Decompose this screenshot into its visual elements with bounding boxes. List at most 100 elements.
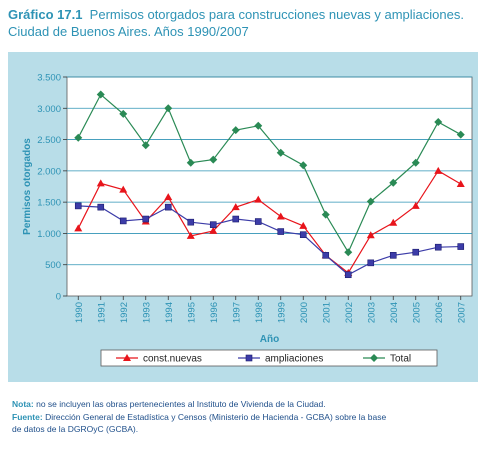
x-tick-label: 1994 xyxy=(164,302,175,323)
data-point-const-nuevas xyxy=(299,221,308,229)
data-point-const-nuevas xyxy=(164,193,173,201)
data-point-total xyxy=(344,248,353,257)
y-axis-label: Permisos otorgados xyxy=(22,138,33,235)
series-line-total xyxy=(77,93,462,254)
chart-title: Gráfico 17.1 Permisos otorgados para con… xyxy=(8,6,492,40)
data-point-total xyxy=(164,104,173,113)
data-point-const-nuevas xyxy=(456,179,465,187)
legend-label: ampliaciones xyxy=(265,354,323,365)
y-tick-label: 3.000 xyxy=(37,104,61,115)
data-point-ampliaciones xyxy=(434,243,442,251)
data-point-total xyxy=(456,130,465,139)
data-point-const-nuevas xyxy=(96,179,105,187)
fuente-line-2: de datos de la DGROyC (GCBA). xyxy=(12,423,492,436)
legend-marker xyxy=(245,354,253,362)
legend-marker xyxy=(123,354,131,361)
chart-title-label: Gráfico 17.1 xyxy=(8,7,83,22)
data-point-const-nuevas xyxy=(411,201,420,209)
data-point-const-nuevas xyxy=(231,203,240,211)
data-point-ampliaciones xyxy=(164,203,172,211)
chart-title-text: Permisos otorgados para construcciones n… xyxy=(89,7,464,22)
data-point-const-nuevas xyxy=(366,231,375,239)
data-point-total xyxy=(209,155,218,164)
data-point-const-nuevas xyxy=(434,166,443,174)
nota-label: Nota: xyxy=(12,399,34,409)
y-tick-label: 1.500 xyxy=(37,198,61,209)
legend-box xyxy=(100,349,438,367)
data-point-total xyxy=(231,126,240,135)
data-point-const-nuevas xyxy=(74,224,83,232)
x-tick-label: 2006 xyxy=(434,302,445,323)
data-point-ampliaciones xyxy=(187,218,195,226)
x-tick-label: 1991 xyxy=(96,302,107,323)
data-point-ampliaciones xyxy=(142,215,150,223)
fuente-label: Fuente: xyxy=(12,411,43,422)
data-point-const-nuevas xyxy=(186,231,195,239)
data-point-ampliaciones xyxy=(232,215,240,223)
y-tick-label: 0 xyxy=(56,292,61,303)
data-point-ampliaciones xyxy=(412,248,420,256)
x-tick-label: 1990 xyxy=(74,302,85,323)
data-point-const-nuevas xyxy=(389,218,398,226)
data-point-total xyxy=(299,161,308,170)
legend-marker xyxy=(370,354,378,362)
x-tick-label: 2001 xyxy=(321,302,332,323)
x-tick-label: 1998 xyxy=(254,302,265,323)
data-point-ampliaciones xyxy=(389,252,397,259)
data-point-ampliaciones xyxy=(299,231,307,238)
x-tick-label: 2003 xyxy=(366,302,377,323)
data-point-ampliaciones xyxy=(277,228,285,235)
x-tick-label: 1993 xyxy=(141,302,152,323)
nota-text: no se incluyen las obras pertenecientes … xyxy=(36,399,326,409)
nota-line: Nota: no se incluyen las obras perteneci… xyxy=(12,398,492,411)
plot-area xyxy=(66,76,473,297)
data-point-ampliaciones xyxy=(254,218,262,225)
x-tick-label: 2007 xyxy=(456,302,467,323)
x-tick-label: 2004 xyxy=(389,302,400,323)
data-point-ampliaciones xyxy=(209,221,217,228)
data-point-const-nuevas xyxy=(276,212,285,220)
y-tick-label: 3.500 xyxy=(37,73,61,84)
x-tick-label: 1997 xyxy=(231,302,242,323)
data-point-ampliaciones xyxy=(367,259,375,267)
line-chart: 0 500 1.000 1.500 2.000 2.500 3.000 3.500 1990 19… xyxy=(22,73,473,367)
data-point-total xyxy=(254,121,263,130)
data-point-const-nuevas xyxy=(254,195,263,203)
y-tick-label: 2.000 xyxy=(37,166,61,177)
legend-label: Total xyxy=(390,354,411,365)
data-point-const-nuevas xyxy=(119,185,128,193)
series-line-ampliaciones xyxy=(78,205,461,276)
data-point-total xyxy=(366,197,375,206)
data-point-ampliaciones xyxy=(74,202,82,210)
series-line-const-nuevas xyxy=(77,170,462,274)
data-point-total xyxy=(321,210,330,219)
x-tick-label: 1999 xyxy=(276,302,287,323)
x-axis-label: Año xyxy=(260,334,279,345)
data-point-total xyxy=(411,158,420,167)
data-point-ampliaciones xyxy=(97,203,105,211)
fuente-text-2: de datos de la DGROyC (GCBA). xyxy=(12,424,139,434)
y-tick-label: 2.500 xyxy=(37,135,61,146)
data-point-total xyxy=(96,90,105,99)
data-point-ampliaciones xyxy=(457,243,465,250)
x-tick-label: 2005 xyxy=(411,302,422,323)
data-point-total xyxy=(186,158,195,167)
y-tick-label: 500 xyxy=(45,260,61,271)
fuente-line: Fuente: Dirección General de Estadística… xyxy=(12,411,492,424)
footnotes: Nota: no se incluyen las obras perteneci… xyxy=(12,398,492,436)
y-tick-label: 1.000 xyxy=(37,229,61,240)
data-point-total xyxy=(434,118,443,127)
legend-label: const.nuevas xyxy=(143,354,202,365)
data-point-total xyxy=(389,178,398,187)
x-tick-label: 2002 xyxy=(344,302,355,323)
data-point-total xyxy=(74,133,83,142)
x-tick-label: 1995 xyxy=(186,302,197,323)
x-tick-label: 1992 xyxy=(119,302,130,323)
chart-frame: 0 500 1.000 1.500 2.000 2.500 3.000 3.500 1990 19… xyxy=(8,52,478,382)
data-point-total xyxy=(119,109,128,118)
x-tick-label: 1996 xyxy=(209,302,220,323)
data-point-ampliaciones xyxy=(119,217,127,225)
data-point-total xyxy=(141,141,150,150)
x-tick-label: 2000 xyxy=(299,302,310,323)
data-point-total xyxy=(276,148,285,157)
